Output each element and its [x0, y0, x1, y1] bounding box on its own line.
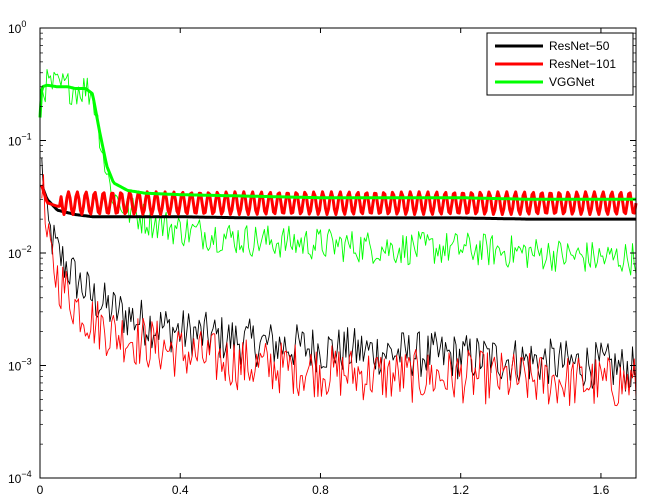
series-line-vggnet-thin	[39, 68, 637, 276]
legend-label: ResNet−101	[549, 57, 616, 71]
legend: ResNet−50 ResNet−101 VGGNet	[486, 32, 634, 96]
x-tick-label: 0.4	[172, 483, 189, 497]
series-line-vggnet	[38, 83, 636, 201]
x-tick-label: 0	[37, 483, 44, 497]
y-tick-label: 10−4	[8, 469, 32, 486]
axis-ticks	[39, 27, 636, 479]
y-tick-label: 100	[8, 19, 26, 36]
tick-labels: 0 0.4 0.8 1.2 1.6 10−4 10−3 10−2 10−1 100	[8, 19, 610, 497]
legend-label: VGGNet	[549, 75, 595, 89]
series-line-resnet-101-thin	[41, 174, 637, 407]
x-tick-label: 1.6	[593, 483, 610, 497]
series-line-resnet-50-thin	[41, 158, 637, 392]
plot-lines	[38, 68, 638, 407]
x-tick-label: 1.2	[452, 483, 469, 497]
series-line-resnet-50	[40, 184, 636, 221]
y-tick-label: 10−2	[8, 244, 32, 261]
legend-label: ResNet−50	[549, 39, 610, 53]
y-tick-label: 10−1	[8, 132, 32, 149]
x-tick-label: 0.8	[312, 483, 329, 497]
y-tick-label: 10−3	[8, 357, 32, 374]
